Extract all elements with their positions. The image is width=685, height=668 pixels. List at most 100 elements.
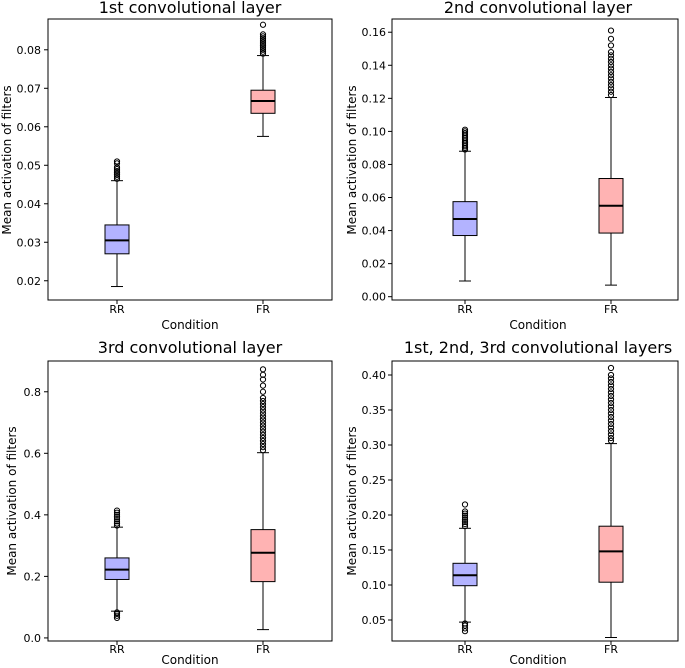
plot-area-frame [47, 360, 333, 642]
outlier-point-rr [113, 516, 121, 523]
outlier-point-fr [259, 397, 267, 405]
outlier-point-fr [259, 428, 267, 435]
y-tick-label: 0.03 [17, 236, 42, 249]
x-tick-label-rr: RR [457, 303, 473, 316]
y-axis-label: Mean activation of filters [5, 426, 19, 575]
outlier-point-fr [259, 366, 267, 373]
outlier-point-fr [259, 410, 267, 417]
x-axis-label: Condition [161, 318, 218, 332]
y-tick-label: 0.15 [362, 544, 387, 557]
outlier-point-rr [113, 507, 121, 514]
x-axis-label: Condition [161, 653, 218, 667]
y-tick-label: 0.00 [362, 291, 387, 304]
outlier-point-rr [461, 512, 469, 519]
y-tick-label: 0.08 [362, 159, 387, 172]
outlier-point-fr [607, 35, 615, 42]
outlier-point-fr [259, 37, 267, 44]
outlier-point-fr [607, 85, 615, 92]
outlier-point-fr [607, 406, 615, 414]
outlier-point-rr [461, 510, 469, 517]
plot-area-frame [391, 360, 679, 642]
outlier-point-fr [259, 440, 267, 448]
chart-title: 1st, 2nd, 3rd convolutional layers [404, 338, 672, 357]
outlier-point-fr [607, 364, 615, 372]
box-marks [44, 366, 276, 645]
outlier-point-rr [113, 160, 121, 167]
outlier-point-fr [607, 72, 615, 79]
outlier-point-fr [259, 382, 267, 389]
y-tick-label: 0.10 [362, 125, 387, 138]
chart-panel-3rd-layer: 3rd convolutional layer Condition Mean a… [5, 338, 333, 667]
outlier-point-fr [259, 400, 267, 408]
y-tick-label: 0.08 [17, 44, 42, 57]
outlier-point-rr [113, 171, 121, 178]
y-tick-label: 0.12 [362, 92, 387, 105]
outlier-point-fr [259, 444, 267, 451]
outlier-point-fr [607, 55, 615, 62]
box-marks [44, 21, 276, 304]
outlier-point-rr [113, 164, 121, 171]
outlier-point-rr [461, 514, 469, 521]
outlier-point-fr [259, 419, 267, 426]
y-tick-label: 0.05 [17, 159, 42, 172]
outlier-point-rr [113, 520, 121, 527]
outlier-point-fr [607, 375, 615, 382]
outlier-point-fr [259, 394, 267, 402]
outlier-point-fr [607, 78, 615, 85]
outlier-point-rr [113, 166, 121, 173]
outlier-point-fr [607, 68, 615, 75]
x-tick-label-fr: FR [256, 303, 270, 316]
outlier-point-fr [607, 91, 615, 99]
outlier-point-fr [259, 437, 267, 445]
y-tick-label: 0.20 [362, 509, 387, 522]
outlier-point-rr [461, 620, 469, 627]
y-tick-label: 0.04 [362, 225, 387, 238]
outlier-point-fr [607, 82, 615, 89]
outlier-point-fr [607, 434, 615, 442]
outlier-point-rr [113, 167, 121, 175]
outlier-point-rr [461, 518, 469, 526]
outlier-point-fr [259, 413, 267, 420]
outlier-point-fr [607, 431, 615, 438]
outlier-point-fr [259, 38, 267, 46]
outlier-point-fr [259, 434, 267, 442]
y-tick-label: 0.16 [362, 26, 387, 39]
outlier-point-fr [607, 58, 615, 66]
outlier-point-fr [607, 75, 615, 82]
outlier-point-fr [607, 389, 615, 396]
y-tick-label: 0.02 [362, 258, 387, 271]
chart-panel-1st-layer: 1st convolutional layer Condition Mean a… [0, 0, 333, 332]
outlier-point-fr [607, 399, 615, 407]
outlier-point-fr [259, 376, 267, 383]
x-tick-label-fr: FR [256, 643, 270, 656]
outlier-point-fr [607, 48, 615, 56]
y-tick-label: 0.8 [24, 386, 42, 399]
x-tick-label-rr: RR [109, 643, 125, 656]
outlier-point-fr [607, 371, 615, 379]
outlier-point-fr [259, 40, 267, 48]
outlier-point-fr [607, 396, 615, 403]
outlier-point-fr [259, 44, 267, 51]
outlier-point-fr [259, 416, 267, 423]
y-tick-label: 0.04 [17, 198, 42, 211]
chart-panel-all-layers: 1st, 2nd, 3rd convolutional layers Condi… [345, 338, 679, 667]
outlier-point-fr [607, 378, 615, 386]
plot-area-frame [47, 18, 333, 301]
y-tick-label: 0.40 [362, 369, 387, 382]
outlier-point-fr [607, 382, 615, 389]
outlier-point-fr [607, 427, 615, 435]
outlier-point-fr [259, 422, 267, 429]
y-tick-label: 0.30 [362, 439, 387, 452]
outlier-point-fr [607, 62, 615, 69]
box-fr [250, 529, 276, 583]
y-tick-label: 0.07 [17, 82, 42, 95]
outlier-point-fr [259, 431, 267, 438]
outlier-point-rr [113, 175, 121, 182]
outlier-point-fr [259, 46, 267, 53]
outlier-point-fr [607, 52, 615, 59]
outlier-point-fr [607, 403, 615, 410]
plot-area-frame [391, 18, 679, 301]
x-tick-label-rr: RR [109, 303, 125, 316]
x-axis-label: Condition [509, 653, 566, 667]
x-tick-label-fr: FR [604, 643, 618, 656]
